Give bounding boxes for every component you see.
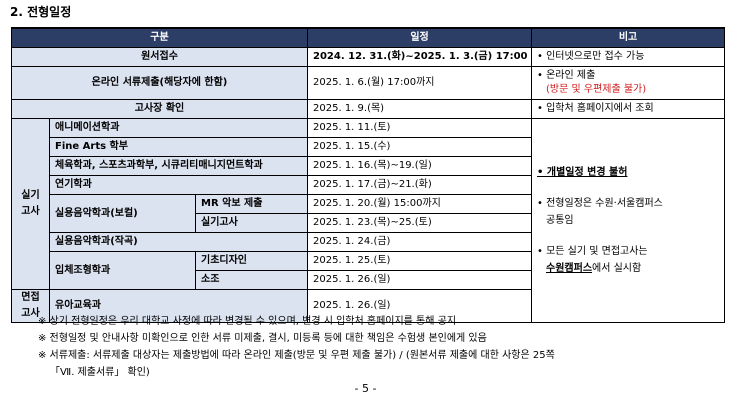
vocal-sub2: 실기고사 <box>194 213 309 233</box>
practical-label-1: Fine Arts 학부 <box>48 137 309 157</box>
practical-group-label: 실기 고사 <box>11 118 50 290</box>
practical-group-line1: 실기 <box>21 190 40 201</box>
table-row: 온라인 서류제출(해당자에 한함) 2025. 1. 6.(월) 17:00까지… <box>10 66 726 100</box>
table-header-row: 구분 일정 비고 <box>10 27 726 48</box>
exam-location-remark: • 모든 실기 및 면접고사는 <box>537 246 648 257</box>
sculpture-date2: 2025. 1. 26.(일) <box>307 270 533 290</box>
header-category: 구분 <box>10 27 309 48</box>
sculpture-date1: 2025. 1. 25.(토) <box>307 251 533 271</box>
vocal-sub1: MR 악보 제출 <box>194 194 309 214</box>
note-item: ※ 서류제출: 서류제출 대상자는 제출방법에 따라 온라인 제출(방문 및 우… <box>38 350 555 361</box>
table-row: 실기 고사 애니메이션학과 2025. 1. 11.(토) • 개별일정 변경 … <box>11 118 726 323</box>
vocal-date2: 2025. 1. 23.(목)~25.(토) <box>307 213 533 233</box>
exam-room-date: 2025. 1. 9.(목) <box>307 99 533 119</box>
practical-date-1: 2025. 1. 15.(수) <box>307 137 533 157</box>
practical-date-3: 2025. 1. 17.(금)~21.(화) <box>307 175 533 195</box>
notes: ※ 상기 전형일정은 우리 대학교 사정에 따라 변경될 수 있으며, 변경 시… <box>38 313 555 381</box>
page-number: - 5 - <box>354 382 377 395</box>
practical-date-0: 2025. 1. 11.(토) <box>307 118 533 138</box>
composition-date: 2025. 1. 24.(금) <box>307 232 533 252</box>
no-visit-mail-remark: (방문 및 우편제출 불가) <box>546 84 647 95</box>
table-row: 실용음악학과(작곡) 2025. 1. 24.(금) <box>12 232 725 252</box>
document-submission-date: 2025. 1. 6.(월) 17:00까지 <box>307 66 533 100</box>
table-row: 소조 2025. 1. 26.(일) <box>12 270 725 290</box>
table-row: Fine Arts 학부 2025. 1. 15.(수) <box>12 137 725 157</box>
note-item: 「Ⅶ. 제출서류」 확인) <box>50 367 150 378</box>
document-submission-remark: • 온라인 제출 (방문 및 우편제출 불가) <box>531 66 726 100</box>
suwon-campus-suffix: 에서 실시함 <box>592 263 642 274</box>
sculpture-label: 입체조형학과 <box>49 251 196 290</box>
online-submit-remark: • 온라인 제출 <box>537 70 596 81</box>
practical-label-2: 체육학과, 스포츠과학부, 시큐리티매니지먼트학과 <box>48 156 309 176</box>
vocal-date1: 2025. 1. 20.(월) 15:00까지 <box>307 194 533 214</box>
exam-room-remark: • 입학처 홈페이지에서 조회 <box>531 99 726 119</box>
sculpture-sub1: 기초디자인 <box>194 251 309 271</box>
table-row: 고사장 확인 2025. 1. 9.(목) • 입학처 홈페이지에서 조회 <box>10 99 726 119</box>
exam-room-label: 고사장 확인 <box>10 99 309 119</box>
practical-remarks: • 개별일정 변경 불허 • 전형일정은 수원·서울캠퍼스 공통임 • 모든 실… <box>531 118 726 323</box>
practical-label-3: 연기학과 <box>48 175 309 195</box>
application-remark: • 인터넷으로만 접수 가능 <box>531 47 726 67</box>
table-row: 입체조형학과 기초디자인 2025. 1. 25.(토) <box>12 251 725 290</box>
section-title: 2. 전형일정 <box>10 5 72 19</box>
interview-group-line1: 면접 <box>21 292 40 303</box>
note-item: ※ 전형일정 및 안내사항 미확인으로 인한 서류 미제출, 결시, 미등록 등… <box>38 333 487 344</box>
campus-common-remark-cont: 공통임 <box>546 215 574 226</box>
practical-group-line2: 고사 <box>21 206 40 217</box>
exam-location-remark-cont: 수원캠퍼스에서 실시함 <box>537 260 719 277</box>
interview-group-label: 면접 고사 <box>11 289 50 323</box>
schedule-table: 구분 일정 비고 원서접수 2024. 12. 31.(화)~2025. 1. … <box>10 27 726 323</box>
application-date: 2024. 12. 31.(화)~2025. 1. 3.(금) 17:00 <box>307 47 533 67</box>
sculpture-sub2: 소조 <box>194 270 309 290</box>
vocal-label: 실용음악학과(보컬) <box>49 194 196 233</box>
practical-date-2: 2025. 1. 16.(목)~19.(일) <box>307 156 533 176</box>
suwon-campus-text: 수원캠퍼스 <box>546 263 593 274</box>
interview-group-line2: 고사 <box>21 308 40 319</box>
practical-label-0: 애니메이션학과 <box>48 118 309 138</box>
no-change-remark: • 개별일정 변경 불허 <box>537 167 628 178</box>
table-row: 면접 고사 유아교육과 2025. 1. 26.(일) <box>11 289 725 323</box>
table-row: 연기학과 2025. 1. 17.(금)~21.(화) <box>12 175 725 195</box>
header-schedule: 일정 <box>307 27 533 48</box>
early-childhood-label: 유아교육과 <box>48 289 309 323</box>
note-item: ※ 상기 전형일정은 우리 대학교 사정에 따라 변경될 수 있으며, 변경 시… <box>38 316 457 327</box>
application-label: 원서접수 <box>10 47 309 67</box>
document-submission-label: 온라인 서류제출(해당자에 한함) <box>10 66 309 100</box>
early-childhood-date: 2025. 1. 26.(일) <box>307 289 533 323</box>
composition-label: 실용음악학과(작곡) <box>48 232 309 252</box>
table-row: 체육학과, 스포츠과학부, 시큐리티매니지먼트학과 2025. 1. 16.(목… <box>12 156 725 176</box>
campus-common-remark: • 전형일정은 수원·서울캠퍼스 <box>537 198 663 209</box>
header-remarks: 비고 <box>531 27 726 48</box>
table-row: 원서접수 2024. 12. 31.(화)~2025. 1. 3.(금) 17:… <box>10 47 726 67</box>
